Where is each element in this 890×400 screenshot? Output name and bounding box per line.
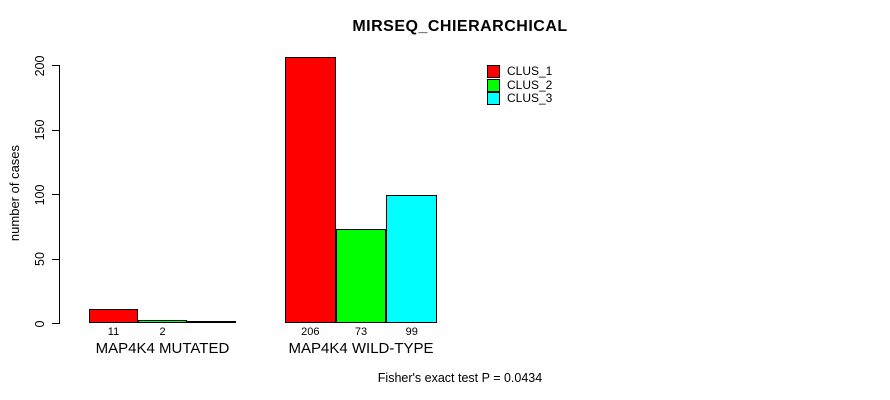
y-axis-tick <box>52 323 59 324</box>
bar-value-label: 99 <box>405 326 418 338</box>
bar-value-label: 206 <box>301 326 320 338</box>
y-axis-tick <box>52 258 59 260</box>
legend-swatch-clus_2 <box>487 78 500 92</box>
bar-clus_2-1 <box>138 320 187 323</box>
y-axis-tick <box>52 194 59 195</box>
bar-value-label: 73 <box>354 326 368 338</box>
legend-swatch-clus_3 <box>487 92 500 105</box>
y-axis-tick-label: 100 <box>33 184 47 205</box>
y-axis-tick-label: 200 <box>33 55 47 76</box>
y-axis-line <box>59 65 60 324</box>
chart-footnote: Fisher's exact test P = 0.0434 <box>377 371 543 385</box>
bar-value-label: 11 <box>107 326 120 338</box>
legend-label-clus_2: CLUS_2 <box>507 77 553 92</box>
legend-swatch-clus_1 <box>487 65 500 78</box>
y-axis-tick-label: 0 <box>33 320 47 327</box>
y-axis-tick <box>52 129 59 131</box>
legend-label-clus_1: CLUS_1 <box>507 64 553 78</box>
y-axis-tick <box>52 65 59 66</box>
bar-clus_1-2 <box>285 57 336 323</box>
chart-title: MIRSEQ_CHIERARCHICAL <box>352 18 568 35</box>
bar-value-label: 2 <box>159 326 166 338</box>
bar-clus_1-1 <box>89 309 138 323</box>
y-axis-tick-label: 50 <box>33 252 47 266</box>
y-axis-label: number of cases <box>7 144 22 242</box>
bar-clus_2-2 <box>335 229 387 323</box>
y-axis-tick-label: 150 <box>33 119 47 141</box>
bar-clus_3-2 <box>386 195 438 323</box>
x-category-label: MAP4K4 WILD-TYPE <box>288 340 434 357</box>
x-category-label: MAP4K4 MUTATED <box>95 340 230 357</box>
bar-clus_3-1 <box>187 321 236 323</box>
legend-label-clus_3: CLUS_3 <box>507 91 553 105</box>
